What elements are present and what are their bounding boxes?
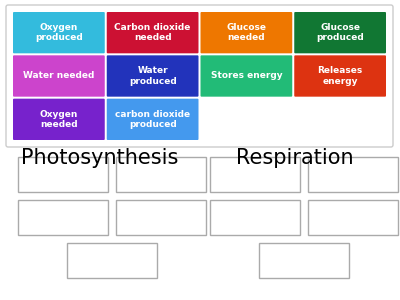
Text: Oxygen
produced: Oxygen produced xyxy=(35,23,83,42)
Text: carbon dioxide
produced: carbon dioxide produced xyxy=(115,110,190,129)
Text: Carbon dioxide
needed: Carbon dioxide needed xyxy=(114,23,191,42)
FancyBboxPatch shape xyxy=(18,157,108,192)
FancyBboxPatch shape xyxy=(210,157,300,192)
FancyBboxPatch shape xyxy=(294,55,386,97)
FancyBboxPatch shape xyxy=(116,200,206,235)
FancyBboxPatch shape xyxy=(13,99,105,140)
Text: Releases
energy: Releases energy xyxy=(318,66,363,86)
Text: Respiration: Respiration xyxy=(236,148,354,168)
Text: Glucose
needed: Glucose needed xyxy=(226,23,266,42)
FancyBboxPatch shape xyxy=(107,55,198,97)
FancyBboxPatch shape xyxy=(107,99,198,140)
Text: Water
produced: Water produced xyxy=(129,66,176,86)
Text: Water needed: Water needed xyxy=(23,71,94,80)
FancyBboxPatch shape xyxy=(67,243,157,278)
FancyBboxPatch shape xyxy=(200,12,292,53)
FancyBboxPatch shape xyxy=(13,55,105,97)
FancyBboxPatch shape xyxy=(107,12,198,53)
FancyBboxPatch shape xyxy=(18,200,108,235)
Text: Glucose
produced: Glucose produced xyxy=(316,23,364,42)
Text: Photosynthesis: Photosynthesis xyxy=(21,148,179,168)
Text: Stores energy: Stores energy xyxy=(210,71,282,80)
FancyBboxPatch shape xyxy=(200,55,292,97)
FancyBboxPatch shape xyxy=(259,243,349,278)
FancyBboxPatch shape xyxy=(294,12,386,53)
Text: Oxygen
needed: Oxygen needed xyxy=(40,110,78,129)
FancyBboxPatch shape xyxy=(210,200,300,235)
FancyBboxPatch shape xyxy=(308,157,398,192)
FancyBboxPatch shape xyxy=(6,5,393,147)
FancyBboxPatch shape xyxy=(13,12,105,53)
FancyBboxPatch shape xyxy=(308,200,398,235)
FancyBboxPatch shape xyxy=(116,157,206,192)
